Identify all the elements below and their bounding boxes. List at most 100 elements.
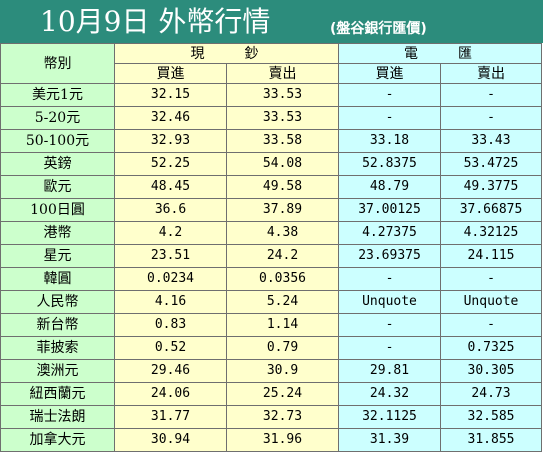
- table-row: 澳洲元 29.46 30.9 29.81 30.305: [0, 359, 542, 383]
- table-row: 星元 23.51 24.2 23.69375 24.115: [0, 244, 542, 268]
- currency-header: 幣別: [0, 43, 115, 84]
- wire-buy-cell: 32.1125: [338, 405, 441, 429]
- cash-buy-cell: 32.46: [114, 106, 227, 130]
- currency-cell: 歐元: [0, 175, 115, 199]
- table-row: 港幣 4.2 4.38 4.27375 4.32125: [0, 221, 542, 245]
- wire-buy-header: 買進: [338, 63, 441, 84]
- cash-sell-cell: 30.9: [226, 359, 339, 383]
- table-row: 新台幣 0.83 1.14- -: [0, 313, 542, 337]
- currency-cell: 紐西蘭元: [0, 382, 115, 406]
- currency-cell: 100日圓: [0, 198, 115, 222]
- cash-buy-cell: 0.0234: [114, 267, 227, 291]
- wire-sell-cell: 32.585: [440, 405, 542, 429]
- wire-buy-cell: 29.81: [338, 359, 441, 383]
- wire-sell-cell: -: [440, 313, 542, 337]
- wire-sell-cell: 24.115: [440, 244, 542, 268]
- wire-buy-cell: -: [338, 336, 441, 360]
- cash-buy-cell: 36.6: [114, 198, 227, 222]
- cash-sell-cell: 37.89: [226, 198, 339, 222]
- currency-cell: 加拿大元: [0, 428, 115, 452]
- table-row: 人民幣 4.16 5.24 Unquote Unquote: [0, 290, 542, 314]
- cash-sell-header: 賣出: [226, 63, 339, 84]
- currency-cell: 菲披索: [0, 336, 115, 360]
- wire-buy-cell: 52.8375: [338, 152, 441, 176]
- wire-buy-cell: Unquote: [338, 290, 441, 314]
- currency-cell: 英鎊: [0, 152, 115, 176]
- cash-sell-cell: 0.0356: [226, 267, 339, 291]
- cash-sell-cell: 5.24: [226, 290, 339, 314]
- cash-buy-cell: 0.52: [114, 336, 227, 360]
- cash-buy-cell: 48.45: [114, 175, 227, 199]
- table-row: 韓圓 0.0234 0.0356- -: [0, 267, 542, 291]
- table-row: 100日圓 36.6 37.89 37.00125 37.66875: [0, 198, 542, 222]
- cash-buy-cell: 32.93: [114, 129, 227, 153]
- cash-buy-cell: 29.46: [114, 359, 227, 383]
- table-row: 歐元 48.45 49.58 48.79 49.3775: [0, 175, 542, 199]
- table-row: 加拿大元 30.94 31.96 31.39 31.855: [0, 428, 542, 452]
- wire-buy-cell: -: [338, 267, 441, 291]
- wire-buy-cell: -: [338, 83, 441, 107]
- currency-cell: 美元1元: [0, 83, 115, 107]
- currency-cell: 人民幣: [0, 290, 115, 314]
- wire-header: 電 匯: [338, 43, 542, 64]
- cash-buy-cell: 30.94: [114, 428, 227, 452]
- wire-buy-cell: 31.39: [338, 428, 441, 452]
- cash-sell-cell: 32.73: [226, 405, 339, 429]
- currency-cell: 新台幣: [0, 313, 115, 337]
- wire-sell-cell: -: [440, 106, 542, 130]
- cash-sell-cell: 33.53: [226, 106, 339, 130]
- cash-sell-cell: 4.38: [226, 221, 339, 245]
- wire-buy-cell: 48.79: [338, 175, 441, 199]
- header-row-sub: 買進 賣出 買進 賣出: [1, 63, 542, 84]
- wire-buy-cell: 37.00125: [338, 198, 441, 222]
- cash-sell-cell: 0.79: [226, 336, 339, 360]
- cash-header: 現 鈔: [114, 43, 339, 64]
- rate-source: (盤谷銀行匯價): [330, 21, 427, 37]
- currency-cell: 澳洲元: [0, 359, 115, 383]
- wire-sell-cell: -: [440, 267, 542, 291]
- cash-sell-cell: 33.58: [226, 129, 339, 153]
- wire-sell-cell: 31.855: [440, 428, 542, 452]
- currency-cell: 50-100元: [0, 129, 115, 153]
- wire-sell-cell: 0.7325: [440, 336, 542, 360]
- wire-sell-cell: 4.32125: [440, 221, 542, 245]
- currency-cell: 韓圓: [0, 267, 115, 291]
- wire-sell-cell: 53.4725: [440, 152, 542, 176]
- table-row: 菲披索 0.52 0.79-0.7325: [0, 336, 542, 360]
- wire-sell-cell: 24.73: [440, 382, 542, 406]
- wire-sell-cell: Unquote: [440, 290, 542, 314]
- wire-sell-header: 賣出: [440, 63, 542, 84]
- wire-sell-cell: 49.3775: [440, 175, 542, 199]
- cash-buy-cell: 52.25: [114, 152, 227, 176]
- cash-sell-cell: 31.96: [226, 428, 339, 452]
- exchange-rate-table: 幣別 現 鈔 電 匯 買進 賣出 買進 賣出 美元1元 32.15 33.53- -5…: [0, 43, 542, 452]
- wire-sell-cell: 33.43: [440, 129, 542, 153]
- wire-sell-cell: 37.66875: [440, 198, 542, 222]
- cash-buy-cell: 32.15: [114, 83, 227, 107]
- table-row: 英鎊 52.25 54.08 52.8375 53.4725: [0, 152, 542, 176]
- wire-sell-cell: 30.305: [440, 359, 542, 383]
- header-row-groups: 幣別 現 鈔 電 匯: [0, 43, 542, 84]
- cash-buy-cell: 0.83: [114, 313, 227, 337]
- table-row: 美元1元 32.15 33.53- -: [0, 83, 542, 107]
- cash-sell-cell: 24.2: [226, 244, 339, 268]
- currency-cell: 5-20元: [0, 106, 115, 130]
- wire-buy-cell: 23.69375: [338, 244, 441, 268]
- wire-buy-cell: -: [338, 313, 441, 337]
- cash-buy-cell: 4.16: [114, 290, 227, 314]
- cash-sell-cell: 54.08: [226, 152, 339, 176]
- cash-sell-cell: 25.24: [226, 382, 339, 406]
- currency-cell: 星元: [0, 244, 115, 268]
- page-title: 10月9日 外幣行情: [40, 5, 271, 38]
- wire-buy-cell: 24.32: [338, 382, 441, 406]
- currency-cell: 瑞士法朗: [0, 405, 115, 429]
- cash-buy-cell: 24.06: [114, 382, 227, 406]
- cash-buy-cell: 23.51: [114, 244, 227, 268]
- table-row: 50-100元 32.93 33.58 33.18 33.43: [0, 129, 542, 153]
- table-row: 紐西蘭元 24.06 25.24 24.32 24.73: [0, 382, 542, 406]
- cash-buy-cell: 31.77: [114, 405, 227, 429]
- cash-sell-cell: 1.14: [226, 313, 339, 337]
- currency-cell: 港幣: [0, 221, 115, 245]
- wire-sell-cell: -: [440, 83, 542, 107]
